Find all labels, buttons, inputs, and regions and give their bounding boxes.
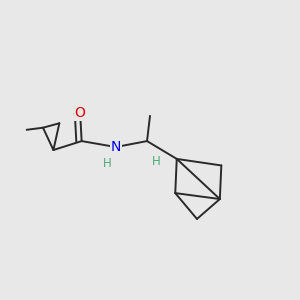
Text: H: H <box>103 157 111 170</box>
Text: H: H <box>152 155 160 168</box>
Text: N: N <box>111 140 121 154</box>
Text: O: O <box>75 106 86 120</box>
